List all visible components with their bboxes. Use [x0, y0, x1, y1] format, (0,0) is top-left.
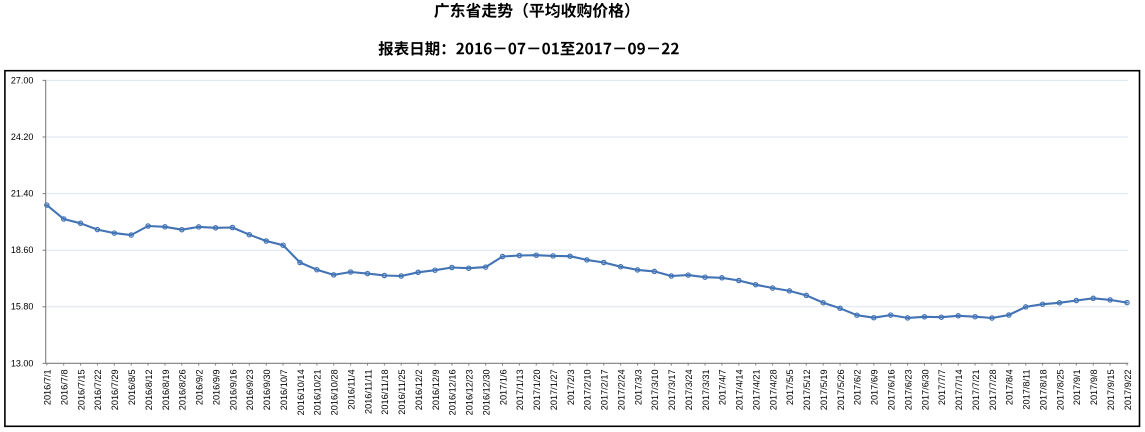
svg-text:2016/12/30: 2016/12/30	[481, 369, 491, 415]
svg-text:2016/12/2: 2016/12/2	[414, 369, 424, 410]
svg-text:2017/7/14: 2017/7/14	[954, 369, 964, 410]
svg-text:2017/3/31: 2017/3/31	[701, 369, 711, 410]
svg-text:2017/7/28: 2017/7/28	[988, 369, 998, 410]
svg-text:2017/1/20: 2017/1/20	[532, 369, 542, 410]
svg-text:2016/8/12: 2016/8/12	[144, 369, 154, 410]
svg-text:24.20: 24.20	[11, 132, 34, 142]
svg-text:2017/2/17: 2017/2/17	[600, 369, 610, 410]
svg-text:2017/6/16: 2017/6/16	[887, 369, 897, 410]
svg-text:2016/9/23: 2016/9/23	[245, 369, 255, 410]
svg-text:2017/7/21: 2017/7/21	[971, 369, 981, 410]
svg-text:2017/9/22: 2017/9/22	[1123, 369, 1133, 410]
svg-text:2017/5/12: 2017/5/12	[802, 369, 812, 410]
svg-text:2017/6/30: 2017/6/30	[920, 369, 930, 410]
svg-text:2016/11/18: 2016/11/18	[380, 369, 390, 414]
svg-text:2016/11/4: 2016/11/4	[346, 369, 356, 409]
svg-text:2017/8/4: 2017/8/4	[1005, 369, 1015, 405]
svg-text:2017/3/10: 2017/3/10	[650, 369, 660, 410]
svg-text:2016/8/5: 2016/8/5	[127, 369, 137, 405]
svg-text:18.60: 18.60	[11, 245, 34, 255]
svg-text:15.80: 15.80	[11, 302, 34, 312]
svg-text:21.40: 21.40	[11, 189, 34, 199]
svg-text:2017/7/7: 2017/7/7	[937, 369, 947, 405]
svg-text:2017/6/23: 2017/6/23	[903, 369, 913, 410]
svg-text:2017/2/10: 2017/2/10	[583, 369, 593, 410]
svg-text:2016/8/26: 2016/8/26	[178, 369, 188, 410]
svg-text:2017/5/19: 2017/5/19	[819, 369, 829, 410]
svg-text:2017/1/27: 2017/1/27	[549, 369, 559, 410]
svg-text:2016/11/11: 2016/11/11	[363, 369, 373, 414]
svg-text:2017/1/13: 2017/1/13	[515, 369, 525, 410]
svg-text:2016/12/23: 2016/12/23	[465, 369, 475, 415]
svg-text:2016/11/25: 2016/11/25	[397, 369, 407, 414]
svg-text:2017/3/3: 2017/3/3	[633, 369, 643, 405]
svg-text:2016/10/14: 2016/10/14	[296, 369, 306, 415]
svg-text:2016/7/8: 2016/7/8	[59, 369, 69, 405]
svg-text:2017/4/21: 2017/4/21	[751, 369, 761, 410]
svg-text:2016/10/7: 2016/10/7	[279, 369, 289, 410]
svg-text:2017/5/26: 2017/5/26	[836, 369, 846, 410]
svg-text:2016/9/30: 2016/9/30	[262, 369, 272, 410]
svg-text:2017/8/11: 2017/8/11	[1022, 369, 1032, 409]
svg-text:2017/9/1: 2017/9/1	[1072, 369, 1082, 405]
svg-text:2016/8/19: 2016/8/19	[161, 369, 171, 410]
svg-text:2016/9/2: 2016/9/2	[195, 369, 205, 405]
svg-text:2017/2/3: 2017/2/3	[566, 369, 576, 405]
svg-text:2017/1/6: 2017/1/6	[498, 369, 508, 405]
svg-text:2017/5/5: 2017/5/5	[785, 369, 795, 405]
svg-text:2016/7/22: 2016/7/22	[93, 369, 103, 410]
svg-text:2017/6/9: 2017/6/9	[870, 369, 880, 405]
svg-text:2017/4/28: 2017/4/28	[768, 369, 778, 410]
svg-text:2017/4/7: 2017/4/7	[718, 369, 728, 405]
svg-text:2016/7/1: 2016/7/1	[43, 369, 53, 405]
svg-text:13.00: 13.00	[11, 358, 34, 368]
svg-text:2017/3/24: 2017/3/24	[684, 369, 694, 410]
svg-text:2017/8/18: 2017/8/18	[1038, 369, 1048, 410]
svg-text:2016/9/16: 2016/9/16	[228, 369, 238, 410]
svg-text:2016/9/9: 2016/9/9	[211, 369, 221, 405]
svg-text:2017/9/15: 2017/9/15	[1106, 369, 1116, 410]
svg-text:2017/2/24: 2017/2/24	[616, 369, 626, 410]
svg-text:2017/8/25: 2017/8/25	[1055, 369, 1065, 410]
svg-text:27.00: 27.00	[11, 75, 34, 85]
svg-text:2016/12/16: 2016/12/16	[448, 369, 458, 415]
svg-text:2016/12/9: 2016/12/9	[431, 369, 441, 410]
svg-text:2016/10/28: 2016/10/28	[330, 369, 340, 415]
svg-text:2017/4/14: 2017/4/14	[735, 369, 745, 410]
svg-text:2017/6/2: 2017/6/2	[853, 369, 863, 405]
svg-text:2017/9/8: 2017/9/8	[1089, 369, 1099, 405]
svg-text:2016/7/29: 2016/7/29	[110, 369, 120, 410]
svg-text:2017/3/17: 2017/3/17	[667, 369, 677, 410]
svg-text:2016/10/21: 2016/10/21	[313, 369, 323, 415]
svg-text:2016/7/15: 2016/7/15	[76, 369, 86, 410]
